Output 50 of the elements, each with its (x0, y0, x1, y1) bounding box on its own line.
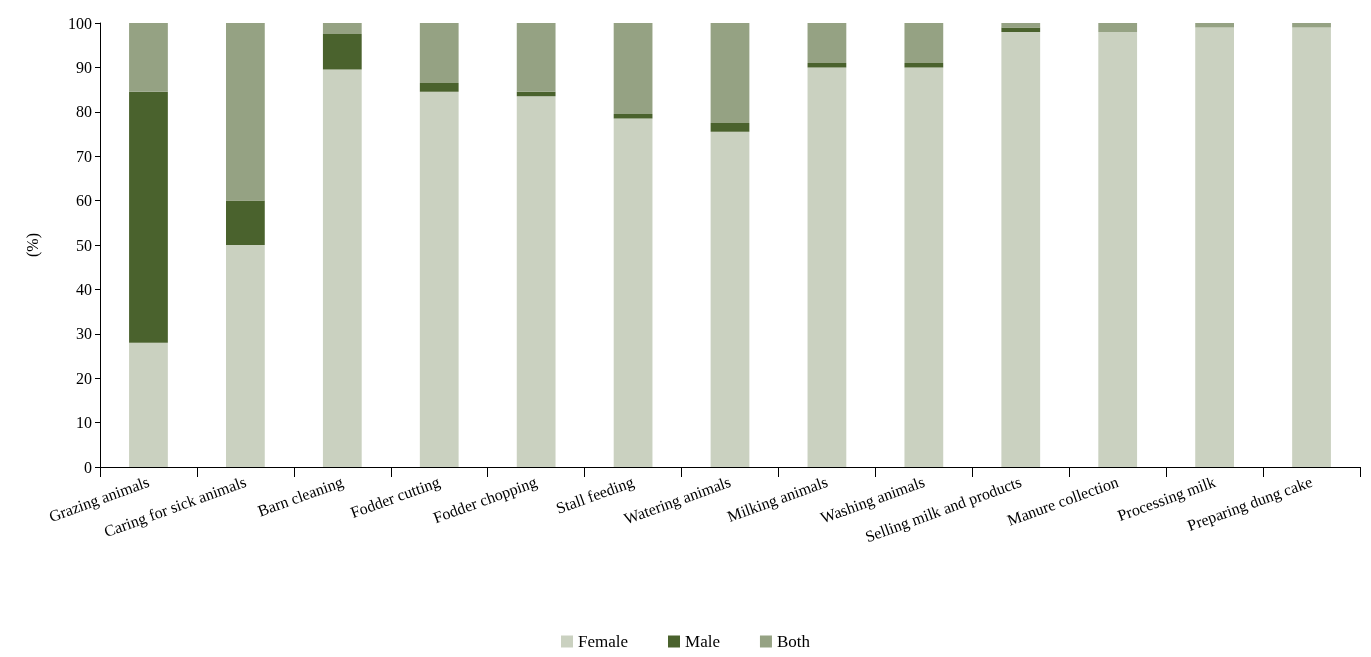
bar (226, 23, 265, 201)
bar (710, 122, 750, 132)
bar (710, 131, 750, 467)
bar (419, 23, 459, 83)
y-tick-label: 50 (76, 236, 92, 254)
bar (1001, 31, 1041, 467)
bar (1195, 27, 1234, 467)
bar (129, 342, 168, 467)
y-tick-label: 60 (76, 192, 92, 210)
bar (516, 23, 556, 92)
y-tick-label: 0 (84, 458, 92, 476)
bar (226, 200, 265, 245)
bar (710, 23, 750, 123)
y-tick-label: 90 (76, 58, 92, 76)
bar (1001, 23, 1041, 28)
bar (904, 62, 944, 68)
bar (1001, 27, 1041, 32)
bar (419, 91, 459, 467)
bar (1098, 23, 1138, 32)
bar (904, 67, 944, 467)
y-tick-label: 80 (76, 103, 92, 121)
y-tick-label: 10 (76, 414, 92, 432)
bar (322, 69, 362, 467)
y-tick-label: 100 (68, 14, 92, 32)
bar (904, 23, 944, 63)
legend-label: Both (776, 632, 811, 651)
bar (613, 118, 653, 467)
y-tick-label: 30 (76, 325, 92, 343)
bar (807, 23, 847, 63)
bar (516, 96, 556, 467)
bar (322, 23, 362, 35)
legend-label: Male (685, 632, 720, 651)
bar (1195, 23, 1234, 28)
y-tick-label: 70 (76, 147, 92, 165)
bar (1292, 27, 1331, 467)
y-tick-label: 40 (76, 280, 92, 298)
x-tick-label: Barn cleaning (255, 473, 346, 521)
bar (226, 245, 265, 467)
bar (129, 91, 168, 343)
y-axis-title: (%) (23, 233, 42, 257)
bar (1292, 23, 1331, 28)
bar (1098, 31, 1138, 467)
y-tick-label: 20 (76, 369, 92, 387)
bar (516, 91, 556, 97)
bar (129, 23, 168, 92)
bar (322, 34, 362, 70)
bar (613, 23, 653, 115)
legend-label: Female (577, 632, 629, 651)
bar (419, 82, 459, 92)
bar (807, 67, 847, 467)
